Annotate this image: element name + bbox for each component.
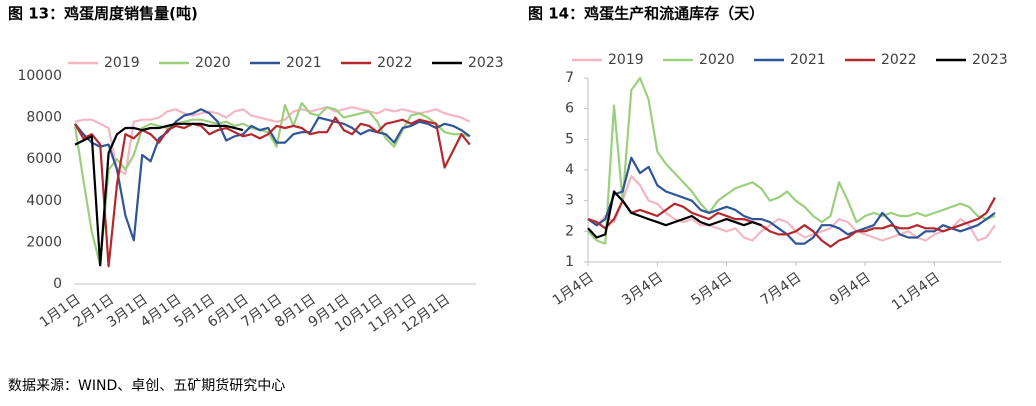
y-tick-label: 1 xyxy=(565,254,574,270)
y-tick-label: 2 xyxy=(565,223,574,239)
series-line xyxy=(74,106,471,175)
legend-label: 2023 xyxy=(972,52,1008,68)
x-tick-label: 9月4日 xyxy=(827,269,874,308)
legend-label: 2022 xyxy=(881,52,917,68)
x-tick-label: 11月4日 xyxy=(889,269,943,314)
series-line xyxy=(587,156,996,245)
x-tick-label: 1月4日 xyxy=(550,269,597,308)
y-tick-label: 4 xyxy=(565,162,574,178)
series-line xyxy=(587,190,762,239)
legend-label: 2020 xyxy=(195,55,231,71)
series-line xyxy=(587,175,996,242)
series-line xyxy=(74,122,244,267)
x-tick-label: 5月4日 xyxy=(688,269,735,308)
series-line xyxy=(74,116,471,268)
chart-title: 图 13：鸡蛋周度销售量(吨) xyxy=(8,5,198,23)
legend-label: 2019 xyxy=(104,55,140,71)
y-tick-label: 10000 xyxy=(17,68,62,84)
series-line xyxy=(587,197,996,248)
y-tick-label: 6000 xyxy=(26,151,62,167)
x-tick-label: 3月4日 xyxy=(619,269,666,308)
y-tick-label: 7 xyxy=(565,70,574,86)
series-line xyxy=(587,76,996,245)
y-tick-label: 8000 xyxy=(26,110,62,126)
source-note: 数据来源：WIND、卓创、五矿期货研究中心 xyxy=(8,377,285,394)
x-tick-label: 7月4日 xyxy=(758,269,805,308)
y-tick-label: 0 xyxy=(53,276,62,292)
legend-label: 2021 xyxy=(286,55,322,71)
y-tick-label: 2000 xyxy=(26,234,62,250)
y-tick-label: 5 xyxy=(565,131,574,147)
chart-title: 图 14：鸡蛋生产和流通库存（天） xyxy=(528,5,764,23)
series-line xyxy=(74,108,471,242)
legend-label: 2019 xyxy=(608,52,644,68)
y-tick-label: 3 xyxy=(565,193,574,209)
legend-label: 2022 xyxy=(377,55,413,71)
y-tick-label: 6 xyxy=(565,101,574,117)
y-tick-label: 4000 xyxy=(26,193,62,209)
legend-label: 2023 xyxy=(468,55,504,71)
legend-label: 2020 xyxy=(699,52,735,68)
legend-label: 2021 xyxy=(790,52,826,68)
